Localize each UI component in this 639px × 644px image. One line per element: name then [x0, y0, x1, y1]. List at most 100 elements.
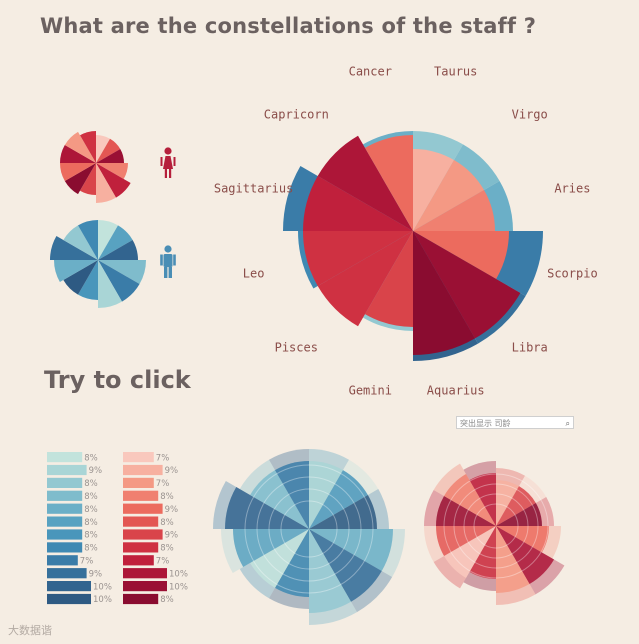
main-rose-female-wedge-aquarius[interactable]: [413, 231, 475, 355]
small-male-wedge-libra[interactable]: [98, 260, 140, 302]
bars-male-bar-9[interactable]: [47, 555, 78, 566]
bottom-male-wedge-2[interactable]: [309, 529, 382, 602]
bottom-female-wedge-12[interactable]: [496, 503, 543, 526]
small-female-wedge-sagittarius[interactable]: [59, 145, 96, 163]
main-rose-female-wedge-leo[interactable]: [303, 231, 413, 286]
bottom-male-wedge-8[interactable]: [250, 470, 309, 529]
small-female-wedge-pisces[interactable]: [64, 163, 96, 195]
small-female-wedge-capricorn[interactable]: [64, 131, 96, 163]
bars-male-label-11: 10%: [93, 582, 112, 592]
bottom-male-wedge-1[interactable]: [309, 529, 393, 571]
main-rose-female-wedge-taurus[interactable]: [413, 149, 454, 231]
bottom-female-wedge-4[interactable]: [469, 526, 497, 579]
bars-female-bar-6[interactable]: [123, 516, 159, 527]
bars-male-bar-4[interactable]: [47, 490, 83, 501]
small-female-wedge-leo[interactable]: [59, 163, 96, 181]
bars-male-bar-10[interactable]: [47, 568, 87, 579]
bars-male-bar-11[interactable]: [47, 581, 91, 592]
bottom-female-wedge-6[interactable]: [436, 526, 496, 556]
bars-male-bar-5[interactable]: [47, 503, 83, 514]
small-female-wedge-scorpio[interactable]: [96, 163, 128, 179]
main-rose-female-wedge-cancer[interactable]: [365, 135, 413, 231]
bars-male-bar-1[interactable]: [47, 452, 83, 463]
bottom-male-wedge-4[interactable]: [275, 529, 309, 597]
bars-male-bar-2[interactable]: [47, 464, 87, 476]
main-rose-female-wedge-libra[interactable]: [413, 231, 521, 339]
bottom-female-wedge-5[interactable]: [444, 526, 496, 578]
small-male-wedge-scorpio[interactable]: [98, 260, 146, 284]
bars-female-bar-8[interactable]: [123, 542, 159, 553]
small-female-wedge-cancer[interactable]: [80, 131, 96, 163]
highlight-search-input[interactable]: 突出显示 司龄 ⌕: [456, 416, 574, 429]
bars-female-bar-4[interactable]: [123, 490, 159, 501]
bars-female-bar-7[interactable]: [123, 529, 163, 540]
small-female-wedge-libra[interactable]: [96, 163, 131, 198]
main-rose-female-wedge-capricorn[interactable]: [317, 135, 413, 231]
bars-male-bar-8[interactable]: [47, 542, 83, 553]
small-male-wedge-cancer[interactable]: [78, 220, 98, 260]
bottom-male-wedge-12[interactable]: [309, 495, 377, 529]
bars-male-bar-3[interactable]: [47, 477, 83, 488]
bottom-female-wedge-7[interactable]: [436, 496, 496, 526]
bottom-male-wedge-9[interactable]: [275, 461, 309, 529]
bars-female-bar-12[interactable]: [123, 593, 159, 605]
bottom-female-wedge-1[interactable]: [496, 526, 549, 553]
bottom-male-wedge-6[interactable]: [232, 529, 309, 567]
bars-female-bar-5[interactable]: [123, 503, 163, 514]
small-male-wedge-virgo[interactable]: [98, 225, 133, 260]
bottom-male-wedge-10[interactable]: [309, 461, 343, 529]
small-male-wedge-taurus[interactable]: [98, 220, 118, 260]
bars-female-bar-3[interactable]: [123, 477, 154, 488]
small-female-wedge-gemini[interactable]: [80, 163, 96, 195]
female-rose-chart[interactable]: [59, 131, 131, 203]
small-female-wedge-taurus[interactable]: [96, 135, 110, 163]
bottom-female-wedge-10[interactable]: [496, 480, 519, 526]
bars-male-bar-7[interactable]: [47, 529, 83, 540]
bars-female-label-1: 7%: [156, 453, 170, 463]
small-male-wedge-leo[interactable]: [54, 260, 98, 282]
bottom-female-wedge-9[interactable]: [469, 472, 497, 526]
bars-male-bar-12[interactable]: [47, 593, 91, 605]
male-tenure-rose-chart[interactable]: [213, 449, 405, 625]
bottom-male-wedge-7[interactable]: [225, 487, 309, 529]
main-rose-female-wedge-virgo[interactable]: [413, 159, 485, 231]
search-icon[interactable]: ⌕: [565, 419, 570, 428]
bottom-female-wedge-8[interactable]: [444, 474, 496, 526]
male-bar-list[interactable]: 8% 9% 8% 8% 8% 8% 8% 8% 7% 9% 10% 10%: [47, 452, 112, 605]
main-rose-female-wedge-scorpio[interactable]: [413, 231, 509, 279]
small-male-wedge-aquarius[interactable]: [98, 260, 122, 308]
small-male-wedge-sagittarius[interactable]: [50, 236, 98, 260]
bars-female-bar-9[interactable]: [123, 555, 154, 566]
bottom-female-ring-2: [463, 493, 529, 559]
small-male-wedge-pisces[interactable]: [63, 260, 98, 295]
main-rose-female-wedge-aries[interactable]: [413, 190, 495, 231]
bars-female-bar-11[interactable]: [123, 581, 167, 592]
female-person-icon[interactable]: [160, 147, 176, 178]
bottom-male-wedge-3[interactable]: [309, 529, 351, 613]
female-bar-list[interactable]: 7% 9% 7% 8% 9% 8% 9% 8% 7% 10% 10% 8%: [123, 452, 188, 605]
main-rose-female-wedge-sagittarius[interactable]: [303, 176, 413, 231]
bottom-female-wedge-11[interactable]: [496, 486, 536, 526]
bars-male-bar-6[interactable]: [47, 516, 83, 527]
bars-female-bar-2[interactable]: [123, 464, 163, 476]
bottom-male-wedge-5[interactable]: [250, 529, 309, 588]
male-person-icon[interactable]: [160, 245, 176, 278]
bottom-male-wedge-11[interactable]: [309, 470, 368, 529]
small-male-wedge-aries[interactable]: [98, 240, 138, 260]
small-male-wedge-capricorn[interactable]: [63, 225, 98, 260]
bottom-female-wedge-2[interactable]: [496, 526, 555, 585]
male-rose-chart[interactable]: [50, 220, 146, 308]
main-rose-female-wedge-gemini[interactable]: [365, 231, 413, 327]
small-female-wedge-aquarius[interactable]: [96, 163, 116, 203]
small-female-wedge-aries[interactable]: [96, 149, 124, 163]
bottom-male-ring-3: [256, 476, 362, 582]
page-title: What are the constellations of the staff…: [40, 14, 537, 38]
main-rose-chart[interactable]: [283, 131, 543, 361]
bottom-female-wedge-3[interactable]: [496, 526, 530, 593]
bars-female-bar-1[interactable]: [123, 452, 154, 463]
small-female-wedge-virgo[interactable]: [96, 138, 121, 163]
bars-female-bar-10[interactable]: [123, 568, 167, 579]
female-tenure-rose-chart[interactable]: [424, 461, 565, 605]
small-male-wedge-gemini[interactable]: [78, 260, 98, 300]
main-rose-female-wedge-pisces[interactable]: [317, 231, 413, 327]
